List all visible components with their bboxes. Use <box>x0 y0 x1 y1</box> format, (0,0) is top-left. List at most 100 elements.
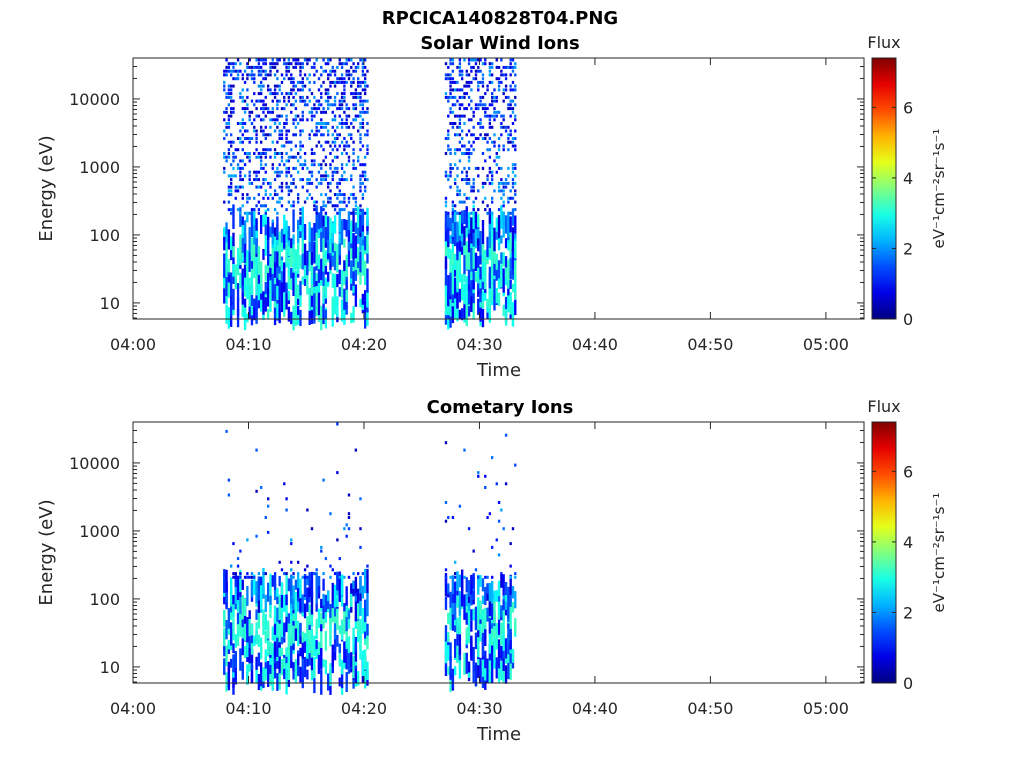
flux-cell <box>241 216 244 226</box>
flux-cell <box>484 137 487 140</box>
y-tick-label: 10000 <box>69 454 120 473</box>
flux-cell <box>269 65 272 69</box>
flux-cell <box>317 88 321 92</box>
flux-cell <box>306 274 309 295</box>
flux-cell <box>297 193 300 197</box>
flux-cell <box>502 88 505 92</box>
flux-cell <box>359 140 362 144</box>
flux-cell <box>264 264 267 282</box>
flux-cell <box>449 671 452 693</box>
flux-cell <box>292 88 295 92</box>
flux-cell <box>310 273 314 296</box>
flux-cell <box>479 58 482 62</box>
flux-cell <box>327 174 330 178</box>
flux-cell <box>345 279 348 290</box>
flux-cell <box>260 166 263 170</box>
flux-cell <box>444 519 448 523</box>
flux-cell <box>306 257 309 275</box>
flux-cell <box>511 69 515 73</box>
flux-cell <box>264 516 267 519</box>
flux-cell <box>297 284 300 299</box>
flux-cell <box>331 273 334 288</box>
flux-cell <box>484 181 487 185</box>
flux-cell <box>509 65 512 69</box>
flux-cell <box>444 200 448 204</box>
flux-cell <box>488 210 492 224</box>
flux-cell <box>225 122 228 125</box>
flux-cell <box>449 251 452 273</box>
flux-cell <box>301 668 304 689</box>
flux-cell <box>285 92 288 96</box>
flux-cell <box>467 80 471 84</box>
flux-cell <box>472 573 475 589</box>
flux-cell <box>250 208 254 212</box>
flux-cell <box>456 571 459 591</box>
flux-cell <box>497 181 501 185</box>
flux-cell <box>255 99 258 103</box>
flux-cell <box>497 185 501 189</box>
colorbar-tick-label: 6 <box>903 462 913 481</box>
flux-cell <box>232 575 235 579</box>
flux-cell <box>234 189 237 193</box>
flux-cell <box>306 189 309 193</box>
flux-cell <box>301 594 304 613</box>
flux-cell <box>301 178 304 182</box>
flux-cell <box>359 211 362 215</box>
flux-cell <box>331 644 334 667</box>
flux-cell <box>329 80 332 84</box>
flux-cell <box>283 99 286 103</box>
flux-cell <box>331 103 334 107</box>
flux-cell <box>290 140 293 144</box>
flux-cell <box>322 107 325 111</box>
flux-cell <box>509 107 512 111</box>
flux-cell <box>461 210 464 224</box>
flux-cell <box>255 657 258 684</box>
flux-cell <box>447 298 450 315</box>
flux-cell <box>507 259 510 280</box>
flux-cell <box>320 645 323 667</box>
flux-cell <box>447 211 450 215</box>
flux-cell <box>458 309 462 319</box>
flux-cell <box>458 148 462 152</box>
flux-cell <box>255 185 258 189</box>
flux-cell <box>262 58 265 62</box>
flux-cell <box>285 243 288 265</box>
flux-cell <box>250 211 254 223</box>
colorbar-tick-label: 0 <box>903 310 913 329</box>
flux-cell <box>449 122 452 125</box>
flux-cell <box>465 577 468 593</box>
flux-cell <box>472 133 475 137</box>
flux-cell <box>313 163 316 167</box>
flux-cell <box>280 647 284 657</box>
flux-cell <box>253 236 256 258</box>
flux-cell <box>500 133 503 137</box>
flux-cell <box>345 219 348 237</box>
flux-cell <box>262 181 265 185</box>
flux-cell <box>456 282 459 309</box>
flux-cell <box>262 166 265 170</box>
flux-cell <box>509 575 512 579</box>
flux-cell <box>273 616 277 635</box>
flux-cell <box>458 69 462 73</box>
flux-cell <box>271 107 274 111</box>
flux-cell <box>297 88 300 92</box>
flux-cell <box>361 257 365 275</box>
flux-cell <box>320 181 323 185</box>
flux-cell <box>292 200 295 204</box>
flux-cell <box>495 253 498 270</box>
flux-cell <box>333 242 337 252</box>
flux-cell <box>467 159 471 163</box>
flux-cell <box>350 652 353 667</box>
flux-cell <box>329 635 332 647</box>
flux-cell <box>294 125 298 129</box>
flux-cell <box>280 185 284 189</box>
flux-cell <box>322 200 325 204</box>
flux-cell <box>502 574 505 596</box>
flux-cell <box>347 114 351 118</box>
flux-cell <box>253 65 256 69</box>
flux-cell <box>227 95 231 99</box>
flux-cell <box>313 240 316 261</box>
flux-cell <box>472 271 475 290</box>
flux-cell <box>264 193 267 197</box>
flux-cell <box>474 223 478 249</box>
